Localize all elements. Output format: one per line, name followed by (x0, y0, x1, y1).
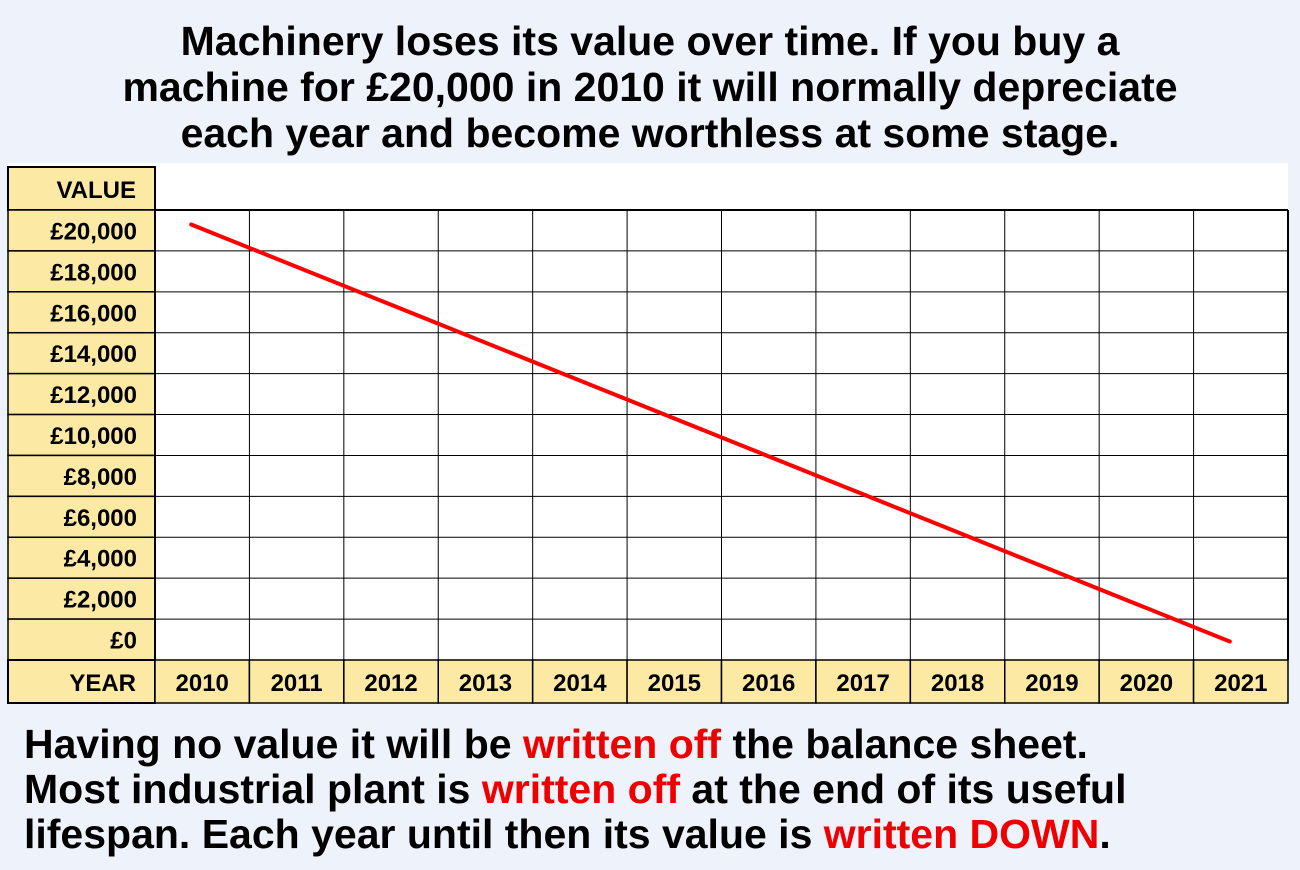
y-tick-cell (7, 577, 156, 620)
depreciation-line (189, 222, 1232, 644)
y-axis-label: VALUE (56, 177, 136, 204)
y-tick-label: £20,000 (50, 218, 137, 245)
title-line-1: Machinery loses its value over time. If … (180, 18, 1120, 64)
footer-line-2: Most industrial plant is written off at … (24, 767, 1294, 812)
x-tick-label: 2018 (931, 670, 984, 697)
footer-line-3-highlight: written DOWN (823, 811, 1100, 857)
x-tick-cell (154, 659, 251, 704)
y-tick-cell (7, 495, 156, 539)
x-tick-cell (437, 659, 534, 704)
x-tick-label: 2013 (459, 670, 512, 697)
y-tick-cell (7, 291, 156, 334)
y-tick-label: £18,000 (50, 259, 137, 286)
footer-line-3-text-c: . (1099, 811, 1111, 857)
y-tick-label: £12,000 (50, 382, 137, 409)
x-tick-label: 2012 (364, 670, 417, 697)
y-tick-label: £8,000 (64, 464, 137, 491)
footer-line-1-highlight: written off (522, 721, 722, 767)
x-tick-label: 2020 (1120, 670, 1173, 697)
title-line-2: machine for £20,000 in 2010 it will norm… (122, 64, 1178, 110)
x-tick-cell (1192, 659, 1289, 704)
x-tick-label: 2011 (271, 670, 323, 697)
y-tick-cell (7, 413, 156, 457)
title-line-3: each year and become worthless at some s… (180, 110, 1120, 156)
x-tick-cell (248, 659, 345, 704)
footer-line-3: lifespan. Each year until then its value… (24, 812, 1294, 857)
y-tick-label: £0 (110, 628, 137, 655)
footer-text: Having no value it will be written off t… (24, 722, 1294, 857)
x-tick-cell (815, 659, 912, 704)
x-tick-cell (1098, 659, 1195, 704)
footer-line-2-text-c: at the end of its useful (680, 766, 1127, 812)
chart-title: Machinery loses its value over time. If … (0, 18, 1300, 156)
footer-line-1-text-c: the balance sheet. (721, 721, 1088, 767)
footer-line-1: Having no value it will be written off t… (24, 722, 1294, 767)
value-header-cell (7, 166, 156, 211)
x-tick-label: 2015 (648, 670, 701, 697)
y-tick-label: £6,000 (64, 505, 137, 532)
x-tick-label: 2021 (1214, 670, 1267, 697)
x-tick-label: 2017 (836, 670, 889, 697)
x-tick-label: 2010 (176, 670, 229, 697)
y-tick-label: £2,000 (64, 587, 137, 614)
year-header-cell (7, 659, 156, 704)
plot-background (8, 163, 1288, 703)
x-tick-cell (343, 659, 440, 704)
y-tick-label: £10,000 (50, 423, 137, 450)
x-tick-label: 2014 (553, 670, 607, 697)
x-axis-label: YEAR (69, 670, 136, 697)
x-tick-label: 2019 (1025, 670, 1078, 697)
x-tick-cell (531, 659, 628, 704)
y-tick-cell (7, 209, 156, 252)
y-tick-label: £4,000 (64, 546, 137, 573)
y-tick-cell (7, 536, 156, 579)
footer-line-2-text-a: Most industrial plant is (24, 766, 482, 812)
footer-line-3-text-a: lifespan. Each year until then its value… (24, 811, 824, 857)
footer-line-2-highlight: written off (481, 766, 681, 812)
y-tick-label: £14,000 (50, 341, 137, 368)
y-tick-label: £16,000 (50, 300, 137, 327)
footer-line-1-text-a: Having no value it will be (24, 721, 523, 767)
x-tick-cell (909, 659, 1006, 704)
x-tick-label: 2016 (742, 670, 795, 697)
